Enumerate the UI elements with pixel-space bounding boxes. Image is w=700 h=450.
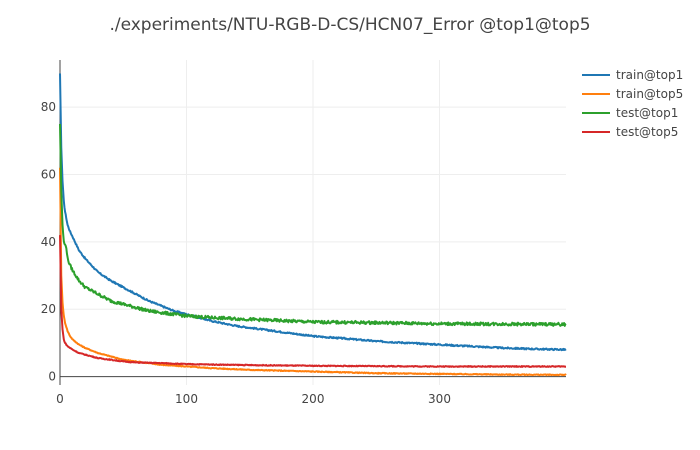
- legend-label: test@top5: [616, 125, 678, 139]
- legend[interactable]: train@top1 train@top5 test@top1 test@top5: [582, 68, 683, 139]
- legend-item-train-at-top5[interactable]: train@top5: [582, 87, 683, 101]
- y-tick-label: 40: [41, 235, 56, 249]
- x-tick-label: 100: [175, 392, 198, 406]
- grid: [60, 60, 566, 385]
- y-tick-label: 20: [41, 302, 56, 316]
- chart-title: ./experiments/NTU-RGB-D-CS/HCN07_Error @…: [109, 15, 590, 35]
- legend-label: test@top1: [616, 106, 678, 120]
- series-line-test-at-top1: [59, 123, 567, 327]
- legend-label: train@top1: [616, 68, 683, 82]
- series-line-train-at-top1: [59, 73, 567, 352]
- legend-item-test-at-top1[interactable]: test@top1: [582, 106, 678, 120]
- series-lines: [59, 73, 567, 377]
- series-line-test-at-top5: [59, 235, 567, 368]
- y-tick-label: 0: [48, 370, 56, 384]
- axes: 0 20 40 60 80 0 100 200 300: [41, 60, 566, 406]
- y-tick-label: 60: [41, 168, 56, 182]
- y-tick-label: 80: [41, 100, 56, 114]
- legend-item-train-at-top1[interactable]: train@top1: [582, 68, 683, 82]
- x-tick-label: 200: [302, 392, 325, 406]
- legend-item-test-at-top5[interactable]: test@top5: [582, 125, 678, 139]
- x-tick-label: 0: [56, 392, 64, 406]
- x-tick-label: 300: [428, 392, 451, 406]
- legend-label: train@top5: [616, 87, 683, 101]
